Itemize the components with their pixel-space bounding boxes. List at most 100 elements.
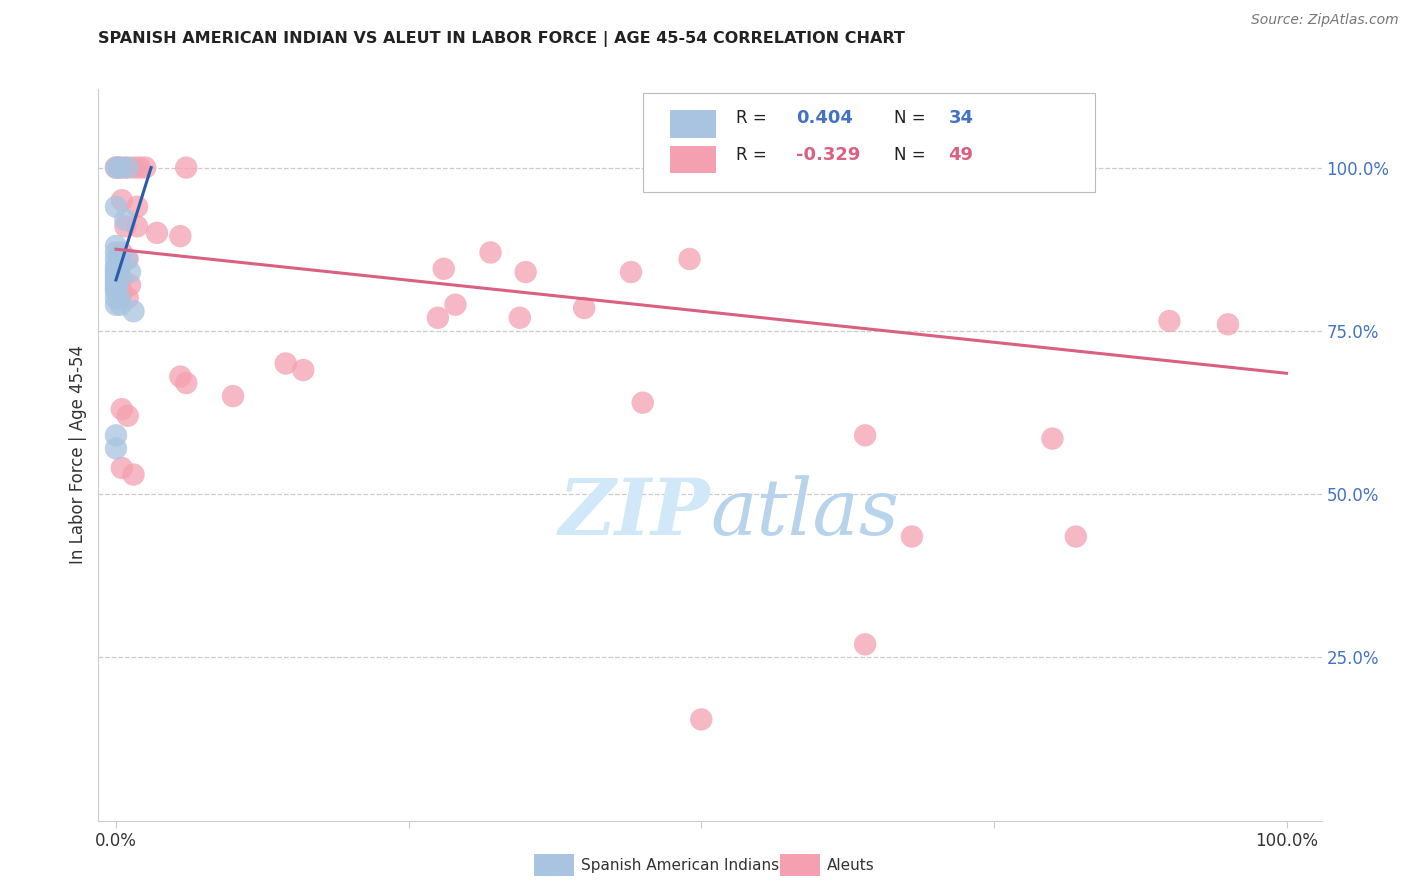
Point [114, 212, 136, 227]
Point [174, 376, 197, 390]
Point [1042, 432, 1064, 446]
Point [111, 285, 134, 299]
Text: Aleuts: Aleuts [827, 858, 875, 873]
Text: N =: N = [894, 146, 931, 164]
Point [111, 245, 134, 260]
Point [104, 442, 127, 456]
Point [104, 275, 127, 289]
Point [104, 259, 127, 273]
Text: atlas: atlas [710, 475, 898, 551]
Point [222, 389, 245, 403]
Point [105, 271, 128, 285]
Point [108, 161, 131, 175]
Point [959, 161, 981, 175]
Point [174, 161, 197, 175]
Point [444, 298, 467, 312]
Point [631, 395, 654, 409]
Point [1064, 530, 1087, 544]
Point [104, 271, 127, 285]
Point [104, 161, 127, 175]
Point [146, 226, 169, 240]
Point [107, 271, 129, 285]
Point [433, 261, 456, 276]
Point [110, 298, 132, 312]
Point [274, 357, 297, 371]
Point [115, 252, 138, 266]
FancyBboxPatch shape [643, 93, 1095, 192]
Point [1007, 161, 1029, 175]
Point [104, 245, 127, 260]
Point [104, 161, 127, 175]
Point [134, 161, 156, 175]
FancyBboxPatch shape [669, 111, 716, 138]
Point [117, 252, 139, 266]
Point [111, 271, 134, 285]
Point [125, 200, 148, 214]
Point [107, 265, 129, 279]
Text: 49: 49 [949, 146, 973, 164]
Point [117, 161, 139, 175]
Point [169, 369, 191, 384]
Point [122, 467, 145, 482]
Point [104, 278, 127, 293]
Point [117, 409, 139, 423]
Point [105, 278, 128, 293]
Point [104, 298, 127, 312]
Point [104, 265, 127, 279]
Point [108, 252, 131, 266]
Point [515, 265, 537, 279]
Point [169, 229, 191, 244]
Point [853, 428, 876, 442]
Point [122, 161, 145, 175]
Point [105, 275, 128, 289]
Point [853, 637, 876, 651]
Point [1216, 318, 1239, 332]
Point [118, 278, 141, 293]
Point [104, 200, 127, 214]
Point [114, 161, 136, 175]
Point [509, 310, 531, 325]
Point [104, 268, 127, 283]
Text: 34: 34 [949, 110, 973, 128]
Point [104, 261, 127, 276]
Point [128, 161, 150, 175]
Point [104, 285, 127, 299]
Point [108, 161, 131, 175]
Point [125, 219, 148, 234]
Point [114, 219, 136, 234]
Point [122, 304, 145, 318]
Point [105, 268, 128, 283]
Text: ZIP: ZIP [558, 475, 710, 551]
Point [108, 291, 131, 305]
Text: -0.329: -0.329 [796, 146, 860, 164]
Text: N =: N = [894, 110, 931, 128]
Point [1159, 314, 1181, 328]
Point [117, 291, 139, 305]
Point [479, 245, 502, 260]
Point [104, 252, 127, 266]
Point [901, 530, 924, 544]
Point [690, 713, 713, 727]
FancyBboxPatch shape [669, 145, 716, 173]
Y-axis label: In Labor Force | Age 45-54: In Labor Force | Age 45-54 [69, 345, 87, 565]
Point [104, 428, 127, 442]
Text: SPANISH AMERICAN INDIAN VS ALEUT IN LABOR FORCE | AGE 45-54 CORRELATION CHART: SPANISH AMERICAN INDIAN VS ALEUT IN LABO… [98, 31, 905, 47]
Text: Source: ZipAtlas.com: Source: ZipAtlas.com [1251, 13, 1399, 28]
Point [104, 291, 127, 305]
Text: 0.404: 0.404 [796, 110, 852, 128]
Point [111, 461, 134, 475]
Point [111, 402, 134, 417]
Text: Spanish American Indians: Spanish American Indians [581, 858, 779, 873]
Point [108, 265, 131, 279]
Point [292, 363, 315, 377]
Text: R =: R = [735, 110, 772, 128]
Point [620, 265, 643, 279]
Point [574, 301, 596, 315]
Point [104, 239, 127, 253]
Point [118, 265, 141, 279]
Text: R =: R = [735, 146, 772, 164]
Point [104, 281, 127, 295]
Point [111, 193, 134, 207]
Point [426, 310, 449, 325]
Point [678, 252, 700, 266]
